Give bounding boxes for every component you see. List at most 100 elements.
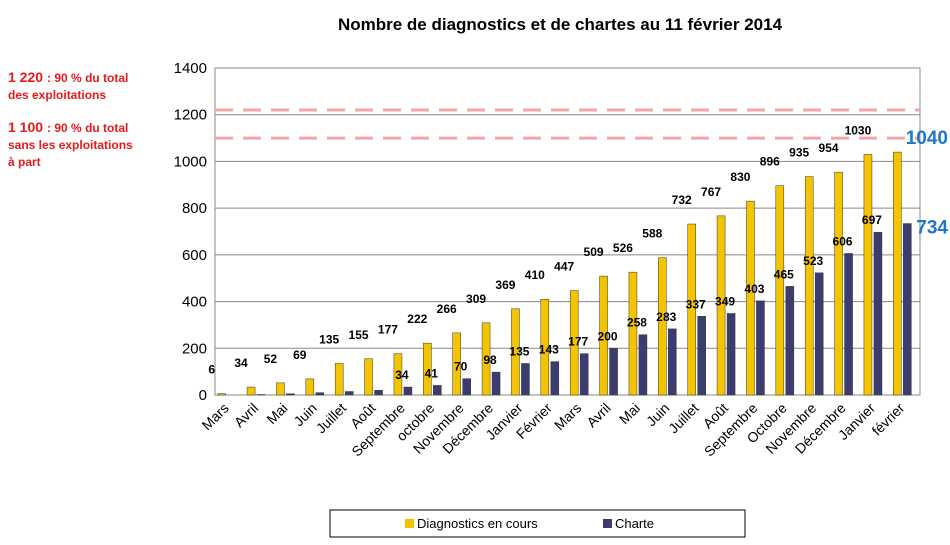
bar (335, 363, 343, 395)
bar (727, 313, 735, 395)
x-tick-label: Juillet (665, 400, 702, 437)
x-tick-label: Juillet (313, 400, 350, 437)
bar (668, 329, 676, 395)
bar (345, 391, 353, 395)
data-label: 155 (349, 328, 369, 342)
data-label: 526 (613, 241, 633, 255)
bar (610, 348, 618, 395)
data-label: 523 (803, 254, 823, 268)
bar (756, 301, 764, 395)
data-label: 697 (862, 213, 882, 227)
data-label: 69 (293, 348, 307, 362)
x-tick-label: février (869, 400, 908, 439)
x-tick-label: Avril (583, 400, 613, 430)
data-label: 34 (395, 368, 409, 382)
bar (903, 224, 911, 395)
data-label: 337 (686, 297, 706, 311)
bar (247, 387, 255, 395)
annotation: 734 (916, 218, 948, 239)
data-label: 465 (774, 267, 794, 281)
data-label: 70 (454, 360, 468, 374)
bar (218, 394, 226, 395)
data-label: 896 (760, 155, 780, 169)
data-label: 309 (466, 292, 486, 306)
data-label: 954 (819, 141, 839, 155)
y-tick-label: 1200 (174, 107, 207, 124)
bar (463, 379, 471, 395)
bar (521, 363, 529, 395)
legend-swatch (405, 519, 414, 528)
data-label: 606 (833, 234, 853, 248)
legend-label: Charte (615, 516, 654, 531)
bar (786, 286, 794, 395)
reference-text: des exploitations (8, 88, 106, 102)
bar (698, 316, 706, 395)
bar (776, 186, 784, 395)
legend-label: Diagnostics en cours (417, 516, 538, 531)
data-label: 509 (584, 245, 604, 259)
y-tick-label: 0 (199, 387, 207, 404)
bar (639, 335, 647, 395)
bar (864, 154, 872, 395)
x-tick-label: Mars (198, 400, 231, 433)
annotation: 1040 (906, 128, 948, 149)
data-label: 369 (495, 278, 515, 292)
bar (375, 390, 383, 395)
data-label: 588 (642, 227, 662, 241)
data-label: 447 (554, 260, 574, 274)
data-label: 258 (627, 316, 647, 330)
y-tick-label: 1400 (174, 60, 207, 77)
data-label: 403 (744, 282, 764, 296)
y-tick-label: 200 (182, 340, 207, 357)
reference-text: à part (8, 155, 41, 169)
bar (874, 232, 882, 395)
data-label: 935 (789, 146, 809, 160)
data-label: 177 (378, 323, 398, 337)
bar (492, 372, 500, 395)
bar (365, 359, 373, 395)
bar (316, 393, 324, 395)
bar (815, 273, 823, 395)
data-label: 177 (568, 335, 588, 349)
data-label: 283 (656, 310, 676, 324)
reference-text: sans les exploitations (8, 138, 133, 152)
data-label: 222 (407, 312, 427, 326)
bar (805, 177, 813, 395)
x-tick-label: Avril (231, 400, 261, 430)
x-tick-label: Mars (551, 400, 584, 433)
data-label: 830 (730, 170, 750, 184)
data-label: 41 (425, 366, 439, 380)
data-label: 200 (598, 329, 618, 343)
data-label: 266 (437, 302, 457, 316)
data-label: 52 (264, 352, 278, 366)
bar (845, 253, 853, 395)
bar (551, 362, 559, 395)
y-tick-label: 400 (182, 294, 207, 311)
bar (580, 354, 588, 395)
legend-swatch (603, 519, 612, 528)
bar (306, 379, 314, 395)
reference-value: 1 220 (8, 69, 43, 85)
y-tick-label: 1000 (174, 153, 207, 170)
data-label: 143 (539, 343, 559, 357)
data-label: 732 (672, 193, 692, 207)
data-label: 349 (715, 294, 735, 308)
bar (835, 172, 843, 395)
bar (433, 385, 441, 395)
data-label: 135 (509, 344, 529, 358)
bar (404, 387, 412, 395)
data-label: 135 (319, 332, 339, 346)
reference-value: 1 100 (8, 119, 43, 135)
x-tick-label: Mai (616, 400, 643, 427)
bar (746, 201, 754, 395)
bar (893, 152, 901, 395)
chart-title: Nombre de diagnostics et de chartes au 1… (338, 15, 783, 34)
bar (629, 272, 637, 395)
data-label: 410 (525, 268, 545, 282)
x-tick-label: Mai (263, 400, 290, 427)
data-label: 767 (701, 185, 721, 199)
data-label: 6 (208, 363, 215, 377)
